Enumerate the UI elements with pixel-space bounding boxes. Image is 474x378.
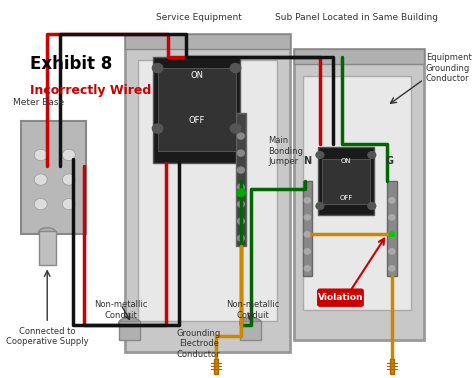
Text: Incorrectly Wired: Incorrectly Wired	[30, 84, 151, 97]
Text: N: N	[303, 156, 311, 166]
Circle shape	[153, 64, 163, 73]
Text: Meter Base: Meter Base	[13, 98, 64, 107]
Bar	[390, 359, 394, 374]
Bar	[240, 321, 262, 340]
Circle shape	[230, 64, 241, 73]
Circle shape	[34, 174, 47, 185]
Circle shape	[230, 124, 241, 133]
Circle shape	[237, 235, 245, 241]
FancyBboxPatch shape	[318, 289, 363, 306]
Circle shape	[63, 174, 75, 185]
Circle shape	[389, 198, 395, 203]
Text: Main
Bonding
Jumper: Main Bonding Jumper	[268, 136, 303, 166]
Text: Violation: Violation	[318, 293, 363, 302]
Ellipse shape	[240, 318, 262, 329]
Ellipse shape	[118, 318, 140, 329]
Bar	[153, 57, 240, 163]
Circle shape	[237, 184, 245, 190]
Circle shape	[304, 266, 310, 271]
Circle shape	[304, 232, 310, 237]
Bar	[302, 181, 312, 276]
Bar	[125, 34, 290, 352]
Circle shape	[237, 201, 245, 207]
Bar	[294, 49, 424, 340]
Bar	[318, 147, 374, 215]
Circle shape	[389, 249, 395, 254]
Circle shape	[34, 149, 47, 161]
Circle shape	[237, 150, 245, 156]
Text: Equipment
Grounding
Conductor: Equipment Grounding Conductor	[426, 53, 472, 83]
Bar	[125, 34, 290, 49]
Bar	[118, 321, 140, 340]
Circle shape	[389, 266, 395, 271]
Text: Non-metallic
Conduit: Non-metallic Conduit	[226, 300, 280, 320]
Bar	[138, 60, 277, 321]
Circle shape	[368, 152, 376, 158]
Bar	[21, 121, 86, 234]
Text: Connected to
Cooperative Supply: Connected to Cooperative Supply	[6, 327, 89, 346]
Text: Exhibit 8: Exhibit 8	[30, 55, 112, 73]
Text: OFF: OFF	[339, 195, 353, 201]
Text: Service Equipment: Service Equipment	[156, 12, 242, 22]
Bar	[294, 49, 424, 64]
Circle shape	[389, 215, 395, 220]
Circle shape	[368, 203, 376, 209]
Circle shape	[237, 167, 245, 173]
Text: G: G	[385, 156, 393, 166]
Circle shape	[237, 133, 245, 139]
Circle shape	[304, 198, 310, 203]
Text: Non-metallic
Conduit: Non-metallic Conduit	[94, 300, 147, 320]
Circle shape	[63, 198, 75, 210]
Text: Sub Panel Located in Same Building: Sub Panel Located in Same Building	[275, 12, 438, 22]
Circle shape	[153, 124, 163, 133]
Bar	[38, 231, 56, 265]
Bar	[214, 359, 218, 374]
Circle shape	[316, 152, 324, 158]
Circle shape	[389, 232, 395, 237]
Circle shape	[316, 203, 324, 209]
Text: ON: ON	[340, 158, 351, 164]
Text: Grounding
Electrode
Conductor: Grounding Electrode Conductor	[177, 329, 221, 359]
Circle shape	[237, 189, 246, 197]
Bar	[322, 159, 370, 204]
Text: OFF: OFF	[188, 116, 205, 125]
Text: ON: ON	[190, 71, 203, 80]
Circle shape	[63, 149, 75, 161]
Bar	[236, 113, 246, 246]
Circle shape	[237, 218, 245, 224]
Bar	[157, 68, 236, 151]
Circle shape	[34, 198, 47, 210]
Bar	[302, 76, 411, 310]
Circle shape	[389, 232, 395, 237]
Ellipse shape	[38, 228, 56, 237]
Bar	[387, 181, 397, 276]
Circle shape	[304, 249, 310, 254]
Circle shape	[304, 215, 310, 220]
